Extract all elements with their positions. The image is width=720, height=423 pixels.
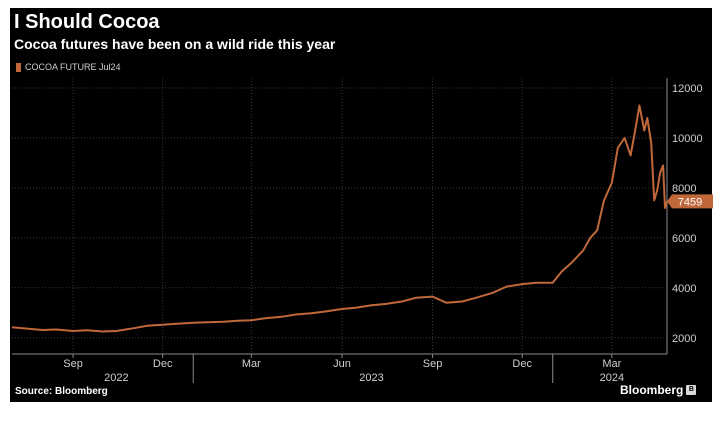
chart-panel [10, 8, 712, 402]
x-tick-label: Dec [512, 358, 532, 370]
year-label: 2023 [359, 372, 383, 384]
x-tick-label: Sep [63, 358, 83, 370]
y-tick-label: 4000 [672, 283, 696, 295]
brand-name: Bloomberg [620, 383, 684, 397]
year-label: 2024 [600, 372, 624, 384]
series-line-cocoa-future [11, 104, 668, 333]
year-axis: 2022 2023 2024 [104, 372, 624, 384]
chart-title: I Should Cocoa [14, 11, 160, 33]
chart-subtitle: Cocoa futures have been on a wild ride t… [14, 36, 336, 52]
series-layer [11, 104, 668, 333]
y-tick-label: 12000 [672, 83, 703, 95]
x-tick-label: Mar [242, 358, 261, 370]
source-note: Source: Bloomberg [15, 386, 108, 397]
last-value-label: 7459 [678, 196, 702, 208]
x-axis: Sep Dec Mar Jun Sep Dec Mar [12, 353, 667, 370]
legend-swatch [16, 62, 21, 72]
y-tick-label: 10000 [672, 133, 703, 145]
legend-label: COCOA FUTURE Jul24 [25, 62, 121, 72]
x-tick-label: Sep [423, 358, 443, 370]
y-tick-label: 8000 [672, 183, 696, 195]
bloomberg-square-logo-icon: B [686, 385, 697, 395]
y-tick-label: 6000 [672, 233, 696, 245]
brand-logo: Bloomberg B [620, 383, 697, 397]
year-separators [192, 354, 554, 383]
last-value-tag [667, 194, 713, 209]
x-tick-label: Jun [333, 358, 351, 370]
legend: COCOA FUTURE Jul24 [16, 61, 121, 73]
last-value-marker: 7459 [667, 194, 713, 209]
y-tick-label: 2000 [672, 333, 696, 345]
x-tick-label: Dec [153, 358, 173, 370]
year-label: 2022 [104, 372, 128, 384]
gridlines [12, 78, 667, 354]
y-axis: 2000 4000 6000 8000 10000 12000 [666, 78, 703, 354]
x-tick-label: Mar [602, 358, 621, 370]
